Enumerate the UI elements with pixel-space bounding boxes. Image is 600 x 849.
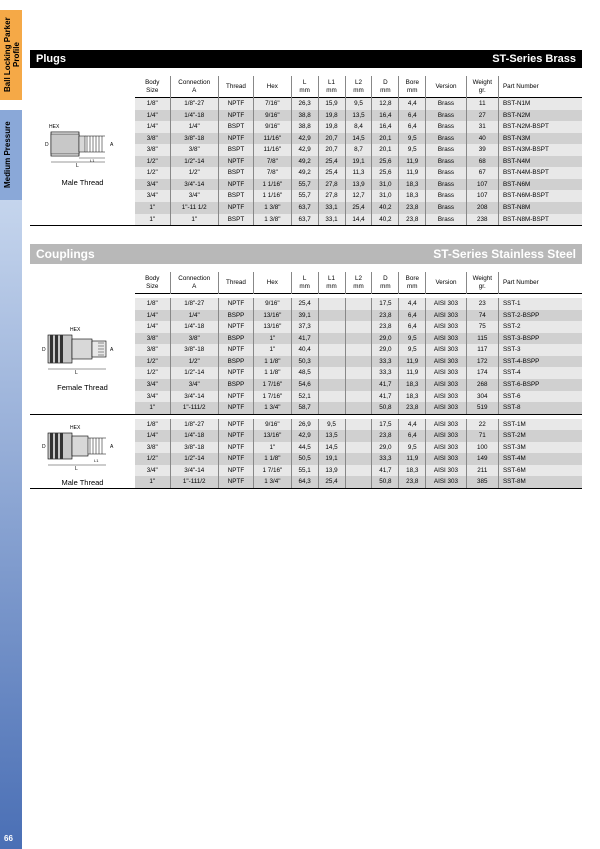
section-title-left: Plugs (36, 53, 66, 65)
col-header: Lmm (291, 76, 318, 98)
side-gradient: 66 (0, 200, 22, 849)
plugs-table: BodySizeConnectionAThreadHexLmmL1mmL2mmD… (135, 76, 582, 226)
col-header: Boremm (399, 76, 426, 98)
tab-ball-locking: Ball Locking Parker Profile (0, 10, 22, 100)
table-row: 3/8"3/8"-18NPTF1"40,429,09,5AISI 303117S… (135, 344, 582, 356)
diagram-male-coupling: HEX L L1 A D Male Thread (30, 419, 135, 489)
table-row: 1/4"1/4"-18NPTF13/16"37,323,86,4AISI 303… (135, 321, 582, 333)
svg-text:A: A (110, 444, 114, 450)
couplings-female-table: 1/8"1/8"-27NPTF9/16"25,417,54,4AISI 3032… (135, 298, 582, 414)
col-header: Part Number (498, 272, 582, 294)
svg-text:HEX: HEX (70, 425, 81, 431)
diagram-label-male: Male Thread (62, 178, 104, 187)
male-thread-icon: HEX L L1 A D (43, 114, 123, 174)
page-content: Plugs ST-Series Brass HEX L L1 A (30, 50, 582, 493)
table-row: 1/2"1/2"-14NPTF1 1/8"50,519,133,311,9AIS… (135, 453, 582, 465)
male-thread-coupling-icon: HEX L L1 A D (40, 419, 125, 474)
table-row: 3/4"3/4"-14NPTF1 7/16"52,141,718,3AISI 3… (135, 391, 582, 403)
table-row: 1"1"-111/2NPTF1 3/4"64,325,450,823,8AISI… (135, 476, 582, 488)
couplings-female-block: HEX L A D Female Thread 1/8"1/8"-27NPTF9… (30, 298, 582, 414)
svg-text:L1: L1 (90, 158, 95, 163)
table-row: 1/4"1/4"-18NPTF9/16"38,819,813,516,46,4B… (135, 110, 582, 122)
diagram-female-coupling: HEX L A D Female Thread (30, 298, 135, 414)
svg-text:A: A (110, 347, 114, 353)
table-row: 1/4"1/4"BSPP13/16"39,123,86,4AISI 30374S… (135, 310, 582, 322)
table-row: 3/4"3/4"BSPP1 7/16"54,641,718,3AISI 3032… (135, 379, 582, 391)
col-header: Part Number (498, 76, 582, 98)
col-header: Dmm (372, 272, 399, 294)
svg-text:D: D (42, 347, 46, 353)
table-row: 1/4"1/4"BSPT9/16"38,819,88,416,46,4Brass… (135, 121, 582, 133)
col-header: BodySize (135, 272, 170, 294)
table-row: 1/2"1/2"-14NPTF7/8"49,225,419,125,611,9B… (135, 156, 582, 168)
diagram-male-plug: HEX L L1 A D Male Thread (30, 76, 135, 226)
table-row: 3/4"3/4"-14NPTF1 1/16"55,727,813,931,018… (135, 179, 582, 191)
col-header: Hex (253, 272, 291, 294)
plugs-block: HEX L L1 A D Male Thread BodySizeConnect… (30, 76, 582, 226)
svg-text:L1: L1 (94, 458, 99, 463)
section-bar-plugs: Plugs ST-Series Brass (30, 50, 582, 68)
table-row: 3/8"3/8"-18NPTF11/16"42,920,714,520,19,5… (135, 133, 582, 145)
couplings-header-table: BodySizeConnectionAThreadHexLmmL1mmL2mmD… (135, 272, 582, 294)
col-header: Weightgr. (466, 272, 498, 294)
col-header: ConnectionA (170, 76, 218, 98)
diagram-label-male-c: Male Thread (62, 478, 104, 487)
tab-medium-pressure: Medium Pressure (0, 110, 22, 200)
couplings-male-block: HEX L L1 A D Male Thread 1/8"1/8"-27NPTF… (30, 419, 582, 489)
col-header: L2mm (345, 76, 372, 98)
couplings-header-block: BodySizeConnectionAThreadHexLmmL1mmL2mmD… (30, 272, 582, 294)
svg-text:L: L (75, 466, 78, 472)
table-row: 1"1"-111/2NPTF1 3/4"58,750,823,8AISI 303… (135, 402, 582, 414)
col-header: BodySize (135, 76, 170, 98)
table-row: 1/8"1/8"-27NPTF9/16"26,99,517,54,4AISI 3… (135, 419, 582, 431)
couplings-male-table: 1/8"1/8"-27NPTF9/16"26,99,517,54,4AISI 3… (135, 419, 582, 489)
table-row: 3/8"3/8"-18NPTF1"44,514,529,09,5AISI 303… (135, 442, 582, 454)
col-header: Thread (218, 76, 253, 98)
col-header: L1mm (318, 76, 345, 98)
table-header: BodySizeConnectionAThreadHexLmmL1mmL2mmD… (135, 272, 582, 294)
table-row: 1/2"1/2"-14NPTF1 1/8"48,533,311,9AISI 30… (135, 367, 582, 379)
svg-text:HEX: HEX (70, 327, 81, 333)
svg-text:D: D (42, 444, 46, 450)
section-title-right: ST-Series Stainless Steel (433, 247, 576, 261)
table-row: 1"1"BSPT1 3/8"63,733,114,440,223,8Brass2… (135, 214, 582, 226)
svg-text:D: D (45, 142, 49, 148)
table-row: 1/2"1/2"BSPP1 1/8"50,333,311,9AISI 30317… (135, 356, 582, 368)
table-row: 1"1"-11 1/2NPTF1 3/8"63,733,125,440,223,… (135, 202, 582, 214)
col-header: Boremm (399, 272, 426, 294)
col-header: Hex (253, 76, 291, 98)
female-thread-icon: HEX L A D (40, 319, 125, 379)
svg-text:L: L (76, 163, 79, 169)
col-header: Thread (218, 272, 253, 294)
col-header: Dmm (372, 76, 399, 98)
table-header: BodySizeConnectionAThreadHexLmmL1mmL2mmD… (135, 76, 582, 98)
section-bar-couplings: Couplings ST-Series Stainless Steel (30, 244, 582, 264)
side-tabs: Ball Locking Parker Profile Medium Press… (0, 0, 22, 849)
col-header: Version (426, 76, 466, 98)
table-row: 3/4"3/4"-14NPTF1 7/16"55,113,941,718,3AI… (135, 465, 582, 477)
table-row: 1/8"1/8"-27NPTF7/16"26,315,99,512,84,4Br… (135, 98, 582, 110)
table-row: 1/8"1/8"-27NPTF9/16"25,417,54,4AISI 3032… (135, 298, 582, 310)
table-row: 3/8"3/8"BSPT11/16"42,920,78,720,19,5Bras… (135, 144, 582, 156)
table-row: 1/2"1/2"BSPT7/8"49,225,411,325,611,9Bras… (135, 167, 582, 179)
diagram-label-female: Female Thread (57, 383, 108, 392)
svg-text:HEX: HEX (49, 124, 60, 130)
section-title-right: ST-Series Brass (492, 53, 576, 65)
col-header: L1mm (318, 272, 345, 294)
table-row: 1/4"1/4"-18NPTF13/16"42,913,523,86,4AISI… (135, 430, 582, 442)
table-row: 3/8"3/8"BSPP1"41,729,09,5AISI 303115SST-… (135, 333, 582, 345)
table-row: 3/4"3/4"BSPT1 1/16"55,727,812,731,018,3B… (135, 190, 582, 202)
col-header: ConnectionA (170, 272, 218, 294)
svg-text:A: A (110, 142, 114, 148)
col-header: Version (426, 272, 466, 294)
col-header: Lmm (291, 272, 318, 294)
section-title-left: Couplings (36, 247, 95, 261)
col-header: L2mm (345, 272, 372, 294)
svg-text:L: L (75, 370, 78, 376)
page-number: 66 (4, 834, 13, 843)
col-header: Weightgr. (466, 76, 498, 98)
